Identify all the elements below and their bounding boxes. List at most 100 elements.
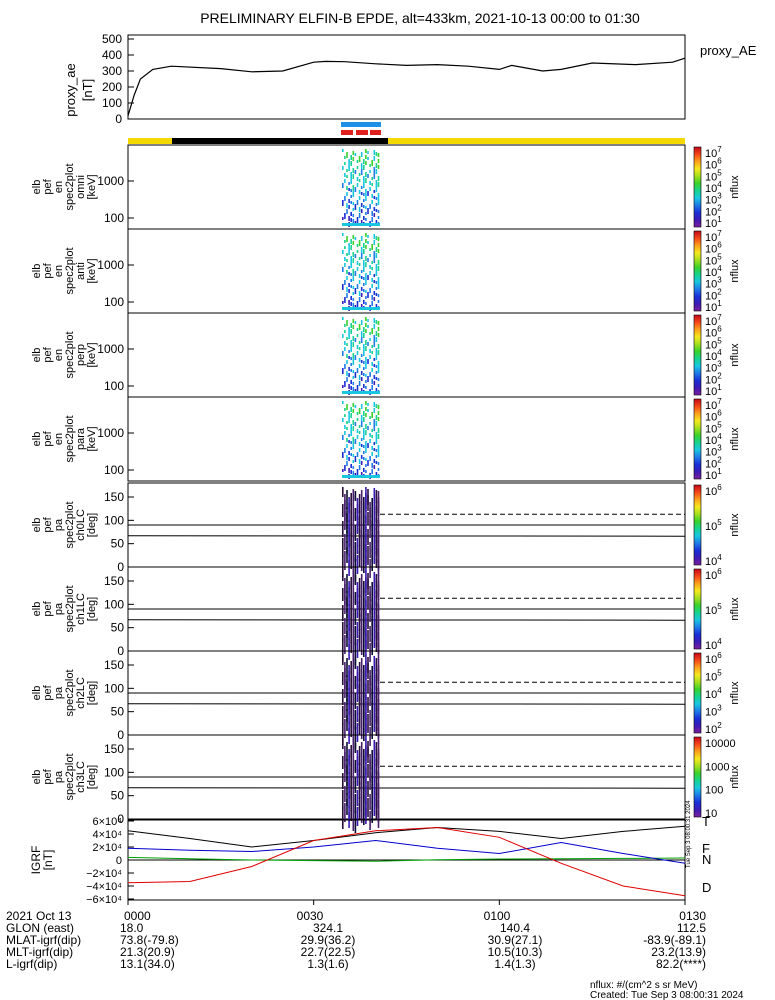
spectrogram-cell <box>369 164 371 167</box>
colorbar <box>693 484 702 566</box>
spectrogram-cell <box>371 801 373 814</box>
spectrogram-cell <box>346 444 348 448</box>
spectrogram-cell <box>354 187 357 192</box>
spectrogram-cell <box>352 557 355 579</box>
spectrogram-cell <box>348 497 350 513</box>
spectrogram-cell <box>365 470 367 473</box>
spectrogram-cell <box>356 538 359 554</box>
spectrogram-cell <box>371 301 373 306</box>
panel-ylabel-line: anti <box>75 262 87 280</box>
spectrogram-cell <box>375 591 378 607</box>
spectrogram-cell <box>363 384 365 388</box>
spectrogram-cell <box>377 604 380 620</box>
spectrogram-cell <box>352 725 355 747</box>
spectrogram-cell <box>346 209 348 214</box>
spectrogram-cell <box>360 726 363 739</box>
spectrogram-cell <box>365 413 367 417</box>
proxy-ae-line <box>127 57 686 116</box>
spectrogram-cell <box>358 190 361 194</box>
spectrogram-cell <box>360 438 363 441</box>
spectrogram-cell <box>375 388 378 392</box>
spectrogram-cell <box>371 639 373 655</box>
spectrogram-cell <box>369 422 371 425</box>
spectrogram-cell <box>352 708 355 727</box>
spectrogram-cell <box>363 165 365 170</box>
spectrogram-cell <box>350 577 352 590</box>
spectrogram-cell <box>346 192 348 196</box>
spectrogram-cell <box>373 324 376 329</box>
spectrogram-cell <box>344 534 346 550</box>
spectrogram-cell <box>352 573 355 583</box>
spectrogram-cell <box>354 221 357 224</box>
spectrogram-cell <box>371 217 373 222</box>
spectrogram-cell <box>360 455 363 459</box>
spectrogram-cell <box>360 209 363 213</box>
spectrogram-cell <box>377 659 380 681</box>
y-tick-label: 1000 <box>97 174 124 188</box>
spectrogram-cell <box>367 426 369 430</box>
spectrogram-cell <box>367 376 369 382</box>
spectrogram-cell <box>365 611 367 627</box>
spectrogram-cell <box>363 598 365 614</box>
spectrogram-cell <box>360 776 363 798</box>
spectrogram-cell <box>360 203 363 207</box>
spectrogram-cell <box>346 547 348 563</box>
spectrogram-cell <box>367 208 369 214</box>
spectrogram-cell <box>375 354 378 360</box>
igrf-y-tick-label: 0 <box>116 855 122 867</box>
spectrogram-cell <box>377 216 380 219</box>
panel-ylabel-line: perp <box>75 344 87 366</box>
axis-value: 21.3(20.9) <box>120 945 175 959</box>
y-tick-label: 50 <box>111 537 125 551</box>
spectrogram-cell <box>344 414 346 417</box>
spectrogram-cell <box>360 320 363 325</box>
spectrogram-cell <box>344 551 346 570</box>
colorbar-tick-label: 101 <box>705 215 722 230</box>
spectrogram-cell <box>363 176 365 182</box>
spectrogram-cell <box>350 464 352 468</box>
spectrogram-cell <box>344 341 346 345</box>
spectrogram-cell <box>365 655 367 677</box>
spectrogram-cell <box>371 351 373 354</box>
spectrogram-cell <box>358 459 361 464</box>
spectrogram-cell <box>365 386 367 389</box>
spectrogram-cell <box>377 434 380 439</box>
spectrogram-cell <box>358 528 361 538</box>
spectrogram-cell <box>369 771 371 781</box>
spectrogram-cell <box>377 468 380 471</box>
spectrogram-cell <box>352 370 355 373</box>
proxy-ae-tick-label: 300 <box>102 64 122 78</box>
spectrogram-cell <box>342 317 344 320</box>
spectrogram-cell <box>375 770 378 786</box>
spectrogram-cell <box>367 325 369 328</box>
spectrogram-cell <box>365 245 367 249</box>
spectrogram-cell <box>358 786 361 799</box>
spectrogram-cell <box>371 385 373 390</box>
panel-ylabel-line: spec2plot <box>64 247 76 294</box>
spectrogram-cell <box>350 611 352 630</box>
spectrogram-cell <box>350 296 352 300</box>
spectrogram-cell <box>375 163 378 168</box>
spectrogram-cell <box>358 612 361 622</box>
spectrogram-cell <box>377 210 380 213</box>
spectrogram-cell <box>367 319 369 322</box>
spectrogram-cell <box>365 296 367 299</box>
proxy-ae-tick-label: 400 <box>102 48 122 62</box>
spectrogram-cell <box>375 404 378 408</box>
spectrogram-cell <box>363 367 365 370</box>
spectrogram-cell <box>373 419 376 425</box>
axis-value: 18.0 <box>120 921 144 935</box>
spectrogram-cell <box>346 236 348 242</box>
spectrogram-cell <box>346 759 348 781</box>
spectrogram-cell <box>346 186 348 190</box>
spectrogram-cell <box>360 799 363 812</box>
axis-row-label: MLAT-igrf(dip) <box>6 933 81 947</box>
spectrogram-cell <box>377 491 380 513</box>
spectrogram-cell <box>371 429 373 432</box>
spectrogram-cell <box>373 196 376 199</box>
panel-frame <box>127 312 686 398</box>
axis-time-label: 0130 <box>679 909 706 923</box>
spectrogram-cell <box>377 266 380 271</box>
spectrogram-cell <box>356 183 359 187</box>
